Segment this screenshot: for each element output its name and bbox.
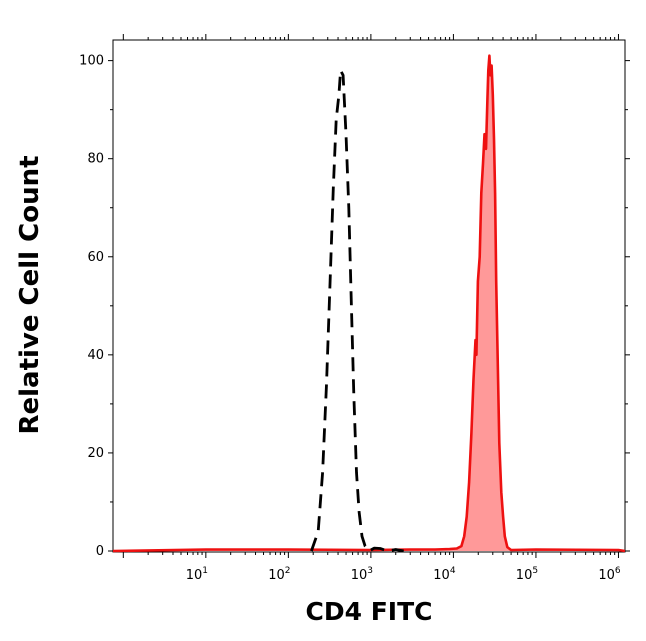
- y-axis: 0 20 40 60 80 100: [79, 54, 630, 559]
- y-tick-label: 20: [87, 446, 104, 461]
- y-tick-label: 0: [96, 544, 104, 559]
- y-tick-label: 100: [79, 54, 104, 69]
- y-tick-label: 60: [87, 250, 104, 265]
- x-axis: 101 102 103 104 105 106: [122, 34, 621, 583]
- series-stained-line: [112, 54, 626, 553]
- plot-frame: [112, 39, 626, 553]
- x-tick-label: 103: [351, 566, 373, 583]
- x-tick-label: 102: [268, 566, 290, 583]
- series-control-line: [310, 69, 404, 553]
- x-tick-label: 105: [516, 566, 538, 583]
- series-stained: [112, 54, 626, 553]
- series-control-dashed: [310, 69, 404, 553]
- x-tick-label: 106: [598, 566, 621, 583]
- x-tick-label: 101: [186, 566, 208, 583]
- y-tick-label: 40: [87, 348, 104, 363]
- y-tick-label: 80: [87, 152, 104, 167]
- series-stained-fill: [113, 55, 625, 551]
- x-axis-title: CD4 FITC: [306, 597, 433, 626]
- y-axis-title: Relative Cell Count: [15, 155, 45, 434]
- x-tick-label: 104: [433, 566, 456, 583]
